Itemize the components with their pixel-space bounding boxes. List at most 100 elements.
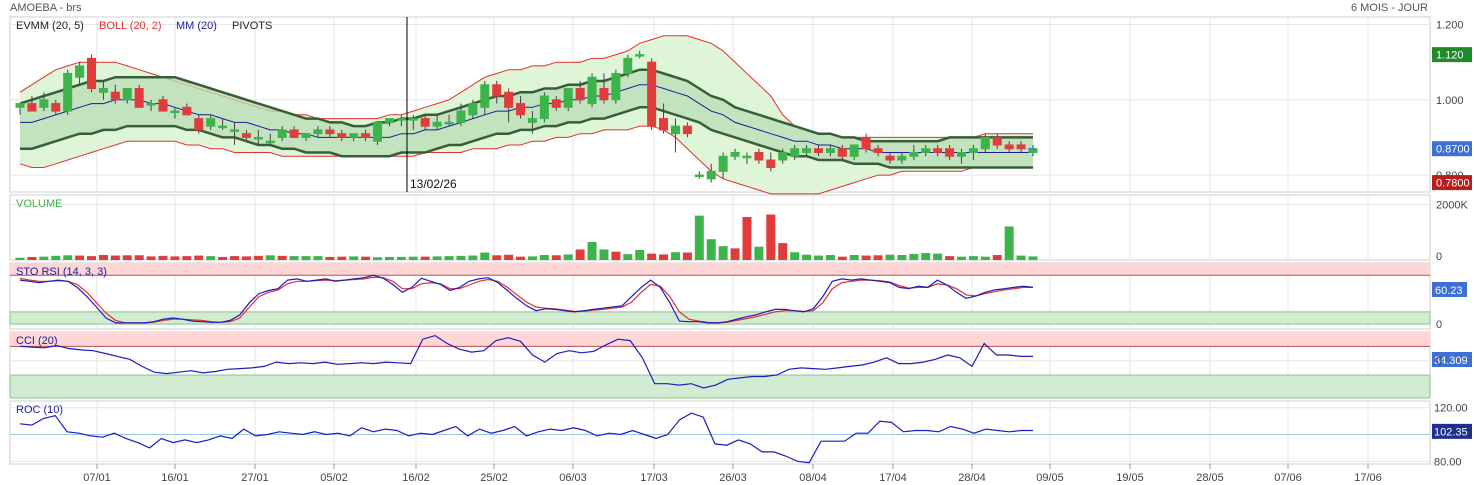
- price-ytick: 1.200: [1436, 20, 1464, 32]
- candle-body: [206, 118, 216, 127]
- stoch-legend: STO RSI (14, 3, 3): [16, 266, 107, 278]
- volume-bar: [897, 255, 907, 260]
- volume-bar: [754, 246, 764, 260]
- volume-bar: [945, 256, 955, 260]
- price-tag-bg: [1432, 141, 1472, 157]
- volume-bar: [873, 255, 883, 260]
- candle-body: [1028, 148, 1038, 153]
- volume-bar: [253, 255, 263, 260]
- xaxis-label: 09/05: [1036, 472, 1064, 484]
- candle-body: [766, 159, 776, 169]
- candle-body: [861, 136, 871, 150]
- volume-bar: [206, 256, 216, 260]
- volume-bar: [384, 256, 394, 260]
- candle-body: [945, 148, 955, 157]
- volume-bar: [825, 255, 835, 260]
- candle-body: [659, 118, 669, 131]
- volume-bar: [921, 253, 931, 260]
- candle-body: [897, 155, 907, 161]
- xaxis-label: 07/01: [83, 472, 111, 484]
- volume-bar: [182, 256, 192, 260]
- volume-bar: [706, 239, 716, 260]
- candle-body: [730, 151, 740, 157]
- candle-body: [265, 140, 275, 144]
- volume-bar: [539, 255, 549, 260]
- volume-bar: [492, 255, 502, 260]
- volume-bar: [504, 254, 514, 260]
- roc-tag-bg: [1432, 423, 1472, 439]
- legend-item: PIVOTS: [232, 20, 272, 32]
- volume-bar: [337, 256, 347, 260]
- candle-body: [563, 88, 573, 108]
- volume-bar: [635, 250, 645, 260]
- volume-ytick: 2000K: [1436, 200, 1468, 212]
- candle-body: [599, 88, 609, 101]
- cci-tag: 34.309: [1434, 355, 1468, 367]
- volume-bar: [766, 214, 776, 260]
- volume-bar: [325, 256, 335, 260]
- volume-bar: [218, 256, 228, 260]
- volume-bar: [408, 256, 418, 260]
- candle-body: [15, 103, 25, 108]
- xaxis-label: 17/04: [879, 472, 907, 484]
- candle-body: [349, 133, 359, 138]
- volume-bar: [134, 255, 144, 260]
- volume-bar: [27, 256, 37, 260]
- price-tag-bg: [1432, 47, 1472, 63]
- bollinger-lower-line: [19, 125, 1033, 195]
- volume-bar: [730, 248, 740, 260]
- stochastic-d-line: [19, 276, 1033, 324]
- candle-body: [241, 133, 251, 138]
- volume-bar: [396, 256, 406, 260]
- candle-body: [527, 118, 537, 123]
- candle-body: [980, 136, 990, 150]
- legend-item: EVMM (20, 5): [16, 20, 84, 32]
- volume-bar: [468, 255, 478, 260]
- stochastic-k-line: [19, 274, 1034, 324]
- candle-body: [992, 136, 1002, 146]
- candle-body: [921, 148, 931, 153]
- candle-body: [694, 174, 704, 178]
- period-selector[interactable]: 6 MOIS - JOUR: [1350, 2, 1428, 14]
- candle-body: [539, 95, 549, 120]
- candle-body: [742, 155, 752, 159]
- candle-body: [575, 88, 585, 101]
- candle-body: [63, 72, 73, 112]
- roc-ytick: 80.00: [1434, 456, 1462, 468]
- candle-body: [754, 151, 764, 161]
- candle-body: [480, 84, 490, 108]
- volume-bar: [992, 255, 1002, 260]
- volume-bar: [289, 256, 299, 260]
- xaxis-label: 27/01: [241, 472, 269, 484]
- volume-bar: [301, 256, 311, 260]
- candle-body: [647, 61, 657, 127]
- volume-bar: [718, 246, 728, 260]
- volume-bar: [790, 252, 800, 260]
- candle-body: [968, 148, 978, 153]
- volume-bar: [420, 256, 430, 260]
- volume-bar: [480, 252, 490, 260]
- volume-bar: [563, 254, 573, 260]
- volume-bar: [587, 241, 597, 260]
- xaxis-label: 17/06: [1354, 472, 1382, 484]
- volume-bar: [170, 256, 180, 260]
- volume-bar: [51, 255, 61, 260]
- candle-body: [718, 155, 728, 172]
- volume-bar: [647, 253, 657, 260]
- volume-bar: [623, 254, 633, 260]
- price-tag-bg: [1432, 175, 1472, 191]
- candle-body: [110, 91, 120, 101]
- candle-body: [635, 54, 645, 57]
- xaxis-label: 19/05: [1116, 472, 1144, 484]
- volume-bar: [277, 255, 287, 260]
- candle-body: [778, 151, 788, 161]
- candle-body: [75, 65, 85, 78]
- volume-bar: [265, 255, 275, 260]
- volume-bar: [516, 256, 526, 260]
- volume-bar: [742, 217, 752, 260]
- cci-ytick: 0: [1436, 356, 1442, 368]
- roc-line: [19, 412, 1033, 464]
- candle-body: [516, 103, 526, 116]
- volume-bar: [599, 249, 609, 260]
